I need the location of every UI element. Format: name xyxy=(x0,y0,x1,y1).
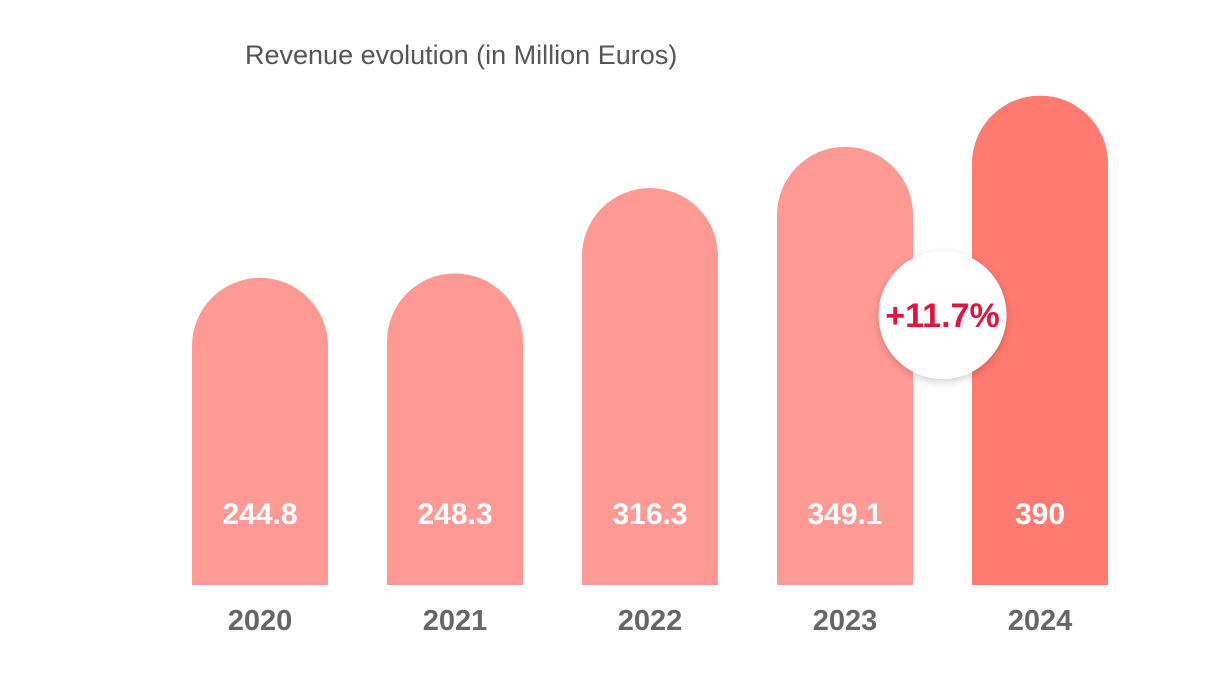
bar-2022 xyxy=(582,188,718,585)
bars-group: 244.8 2020 248.3 2021 316.3 2022 349.1 2023 390 2… xyxy=(192,95,1108,637)
bar-value-label-2022: 316.3 xyxy=(612,498,687,531)
bar-2021 xyxy=(387,273,523,585)
chart-title: Revenue evolution (in Million Euros) xyxy=(245,40,677,70)
x-tick-label-2022: 2022 xyxy=(618,605,683,637)
x-tick-label-2024: 2024 xyxy=(1008,605,1073,637)
bar-value-label-2021: 248.3 xyxy=(417,498,492,531)
x-tick-label-2023: 2023 xyxy=(813,605,878,637)
growth-badge-circle xyxy=(878,251,1007,379)
growth-badge-text: +11.7% xyxy=(885,297,999,335)
bar-value-label-2024: 390 xyxy=(1015,498,1065,531)
x-tick-label-2021: 2021 xyxy=(423,605,488,637)
bar-value-label-2020: 244.8 xyxy=(222,498,297,531)
growth-annotation: +11.7% xyxy=(878,251,1007,379)
x-tick-label-2020: 2020 xyxy=(228,605,293,637)
bar-2023 xyxy=(777,146,913,585)
bar-2024 xyxy=(972,95,1108,586)
bar-2020 xyxy=(192,277,328,585)
bar-value-label-2023: 349.1 xyxy=(807,498,882,531)
